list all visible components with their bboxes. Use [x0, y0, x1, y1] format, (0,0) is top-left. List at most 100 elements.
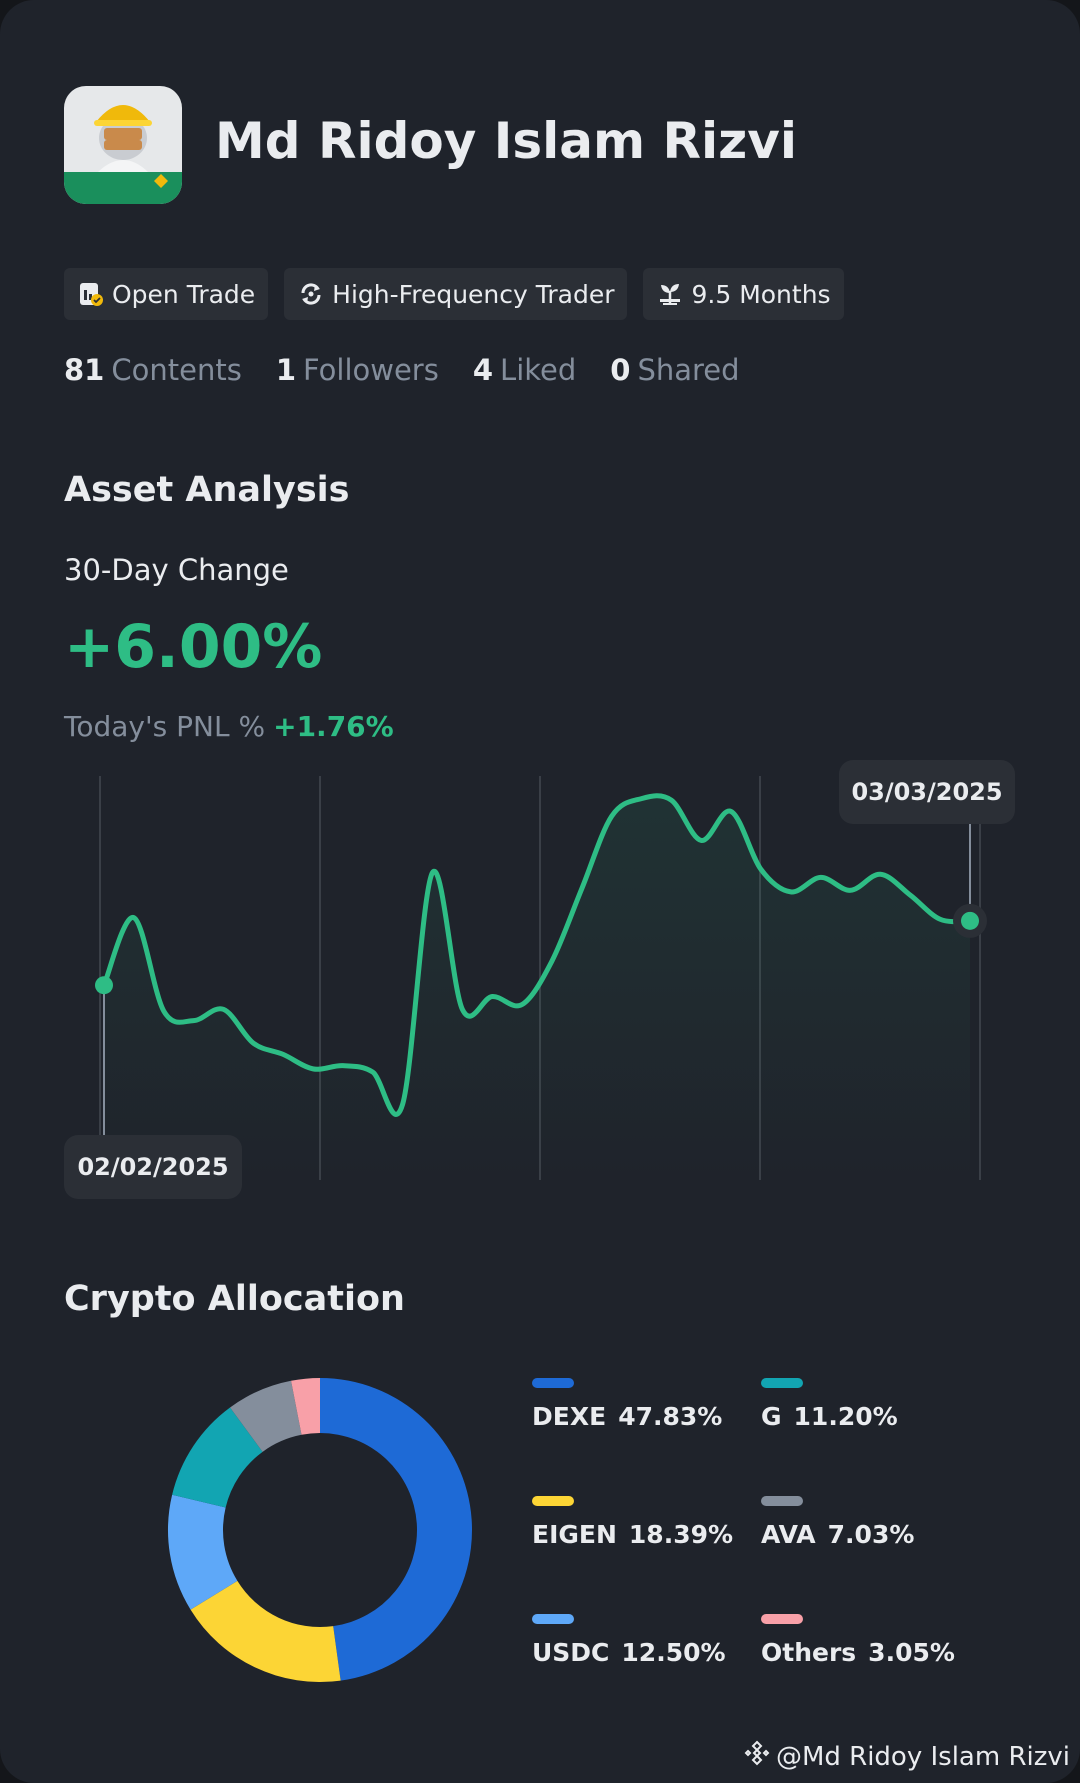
chart-point-02/08/2025	[280, 1051, 286, 1057]
stat-followers[interactable]: 1 Followers	[276, 353, 439, 387]
legend-label: EIGEN	[532, 1520, 617, 1549]
donut-slice-dexe[interactable]	[320, 1378, 472, 1681]
chart-point-02/22/2025	[698, 837, 704, 843]
donut-slice-ava[interactable]	[230, 1380, 302, 1452]
legend-value: 7.03%	[827, 1520, 915, 1549]
refresh-icon	[298, 281, 324, 307]
donut-slice-g[interactable]	[172, 1407, 263, 1508]
legend-label: DEXE	[532, 1402, 607, 1431]
pnl-value: +1.76%	[273, 710, 394, 743]
donut-slice-others[interactable]	[291, 1378, 320, 1435]
tag-label: 9.5 Months	[691, 279, 831, 309]
stat-contents[interactable]: 81 Contents	[64, 353, 242, 387]
stat-value: 4	[472, 353, 494, 387]
chart-point-02/27/2025	[848, 887, 854, 893]
stat-shared[interactable]: 0 Shared	[610, 353, 739, 387]
open-trade-icon	[78, 281, 104, 307]
legend-value: 11.20%	[793, 1402, 898, 1431]
chart-point-02/18/2025	[579, 886, 585, 892]
pnl-label: Today's PNL %	[64, 710, 266, 743]
asset-analysis-title: Asset Analysis	[64, 470, 350, 510]
tag-months[interactable]: 9.5 Months	[643, 268, 844, 320]
tag-label: High-Frequency Trader	[332, 279, 615, 309]
chart-point-02/28/2025	[877, 871, 883, 877]
chart-point-02/26/2025	[818, 874, 824, 880]
stat-label: Followers	[303, 353, 439, 387]
sprout-icon	[657, 281, 683, 307]
legend-swatch	[761, 1614, 803, 1624]
legend-item-g[interactable]: G 11.20%	[761, 1378, 981, 1431]
donut-slice-usdc[interactable]	[168, 1494, 238, 1610]
legend-value: 18.39%	[628, 1520, 734, 1549]
crypto-allocation-title: Crypto Allocation	[64, 1279, 405, 1319]
change-label: 30-Day Change	[64, 553, 289, 587]
stat-value: 1	[275, 353, 296, 387]
chart-point-02/20/2025	[639, 796, 645, 802]
legend-item-dexe[interactable]: DEXE 47.83%	[532, 1378, 752, 1431]
chart-point-02/11/2025	[370, 1069, 376, 1075]
legend-item-others[interactable]: Others 3.05%	[761, 1614, 981, 1667]
change-value: +6.00%	[64, 612, 323, 682]
chart-point-02/07/2025	[250, 1040, 256, 1046]
chart-point-02/19/2025	[609, 813, 615, 819]
chart-point-02/04/2025	[161, 1008, 167, 1014]
stat-label: Liked	[500, 353, 577, 387]
stat-value: 0	[610, 353, 631, 387]
legend-value: 3.05%	[868, 1638, 955, 1667]
footer-watermark: @Md Ridoy Islam Rizvi	[744, 1740, 1070, 1773]
tag-list: Open Trade High-Frequency Trader	[64, 268, 844, 320]
chart-point-02/25/2025	[788, 889, 794, 895]
chart-point-02/10/2025	[340, 1063, 346, 1069]
todays-pnl: Today's PNL % +1.76%	[64, 710, 394, 743]
tag-label: Open Trade	[112, 279, 256, 309]
tag-high-frequency-trader[interactable]: High-Frequency Trader	[284, 268, 628, 320]
chart-point-02/06/2025	[220, 1006, 226, 1012]
legend-swatch	[761, 1496, 803, 1506]
chart-point-03/01/2025	[907, 892, 913, 898]
legend-label: Others	[761, 1638, 857, 1667]
pnl-line-chart[interactable]	[0, 760, 1080, 1220]
chart-point-02/16/2025	[519, 1002, 525, 1008]
stat-liked[interactable]: 4 Liked	[473, 353, 576, 387]
legend-label: USDC	[532, 1638, 610, 1667]
legend-label: AVA	[761, 1520, 816, 1549]
chart-point-02/14/2025	[459, 1006, 465, 1012]
chart-point-02/05/2025	[191, 1018, 197, 1024]
legend-item-ava[interactable]: AVA 7.03%	[761, 1496, 981, 1549]
stat-label: Shared	[637, 353, 740, 387]
legend-item-usdc[interactable]: USDC 12.50%	[532, 1614, 752, 1667]
start-date-label: 02/02/2025	[64, 1135, 242, 1199]
legend-label: G	[761, 1402, 782, 1431]
builder-avatar-icon	[64, 86, 182, 204]
chart-point-02/12/2025	[400, 1101, 406, 1107]
binance-logo-icon	[744, 1740, 770, 1773]
legend-swatch	[532, 1496, 574, 1506]
allocation-donut[interactable]	[160, 1370, 480, 1690]
chart-point-02/21/2025	[668, 797, 674, 803]
chart-point-02/23/2025	[728, 808, 734, 814]
stats-row: 81 Contents 1 Followers 4 Liked 0 Shared	[64, 353, 740, 387]
chart-point-02/15/2025	[489, 993, 495, 999]
chart-point-03/03/2025	[961, 911, 979, 930]
legend-value: 47.83%	[618, 1402, 723, 1431]
stat-label: Contents	[111, 353, 242, 387]
chart-point-02/02/2025	[95, 976, 113, 995]
footer-handle: @Md Ridoy Islam Rizvi	[775, 1741, 1070, 1772]
tag-open-trade[interactable]: Open Trade	[64, 268, 269, 320]
chart-point-02/09/2025	[310, 1066, 316, 1072]
chart-point-02/03/2025	[131, 915, 137, 921]
stat-value: 81	[64, 353, 105, 387]
legend-swatch	[532, 1614, 574, 1624]
legend-value: 12.50%	[621, 1638, 726, 1667]
chart-line	[101, 793, 973, 1117]
legend-swatch	[761, 1378, 803, 1388]
legend-item-eigen[interactable]: EIGEN 18.39%	[532, 1496, 752, 1549]
end-date-label: 03/03/2025	[839, 760, 1015, 824]
chart-point-02/17/2025	[549, 958, 555, 964]
donut-slice-eigen[interactable]	[190, 1580, 341, 1682]
chart-point-03/02/2025	[937, 916, 943, 922]
profile-name: Md Ridoy Islam Rizvi	[215, 112, 797, 170]
chart-point-02/24/2025	[758, 866, 764, 872]
avatar[interactable]	[64, 86, 182, 204]
